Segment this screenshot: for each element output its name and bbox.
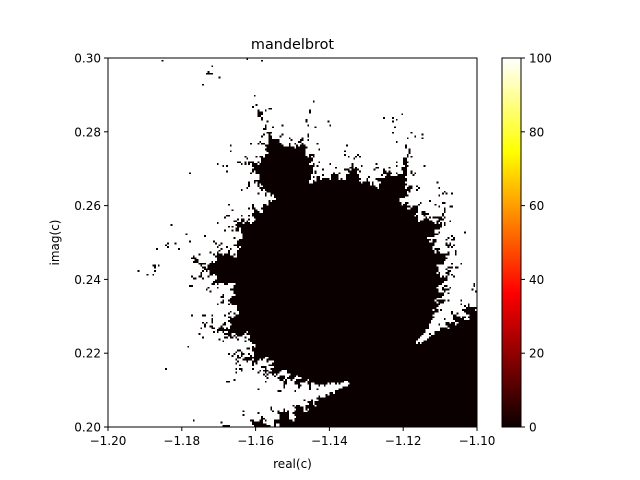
mandelbrot-heatmap [108, 58, 477, 427]
colorbar-gradient [502, 58, 521, 427]
y-tick-label: 0.24 [74, 273, 101, 287]
x-tick-label: −1.20 [90, 434, 127, 448]
colorbar-tick-label: 100 [529, 52, 552, 66]
colorbar-tick-label: 80 [529, 125, 544, 139]
colorbar: 0 20 40 60 80 100 [501, 52, 552, 435]
y-tick-label: 0.26 [74, 199, 101, 213]
chart-title: mandelbrot [251, 37, 334, 53]
y-axis-label: imag(c) [48, 220, 62, 266]
y-tick-label: 0.22 [74, 347, 101, 361]
colorbar-tick-label: 60 [529, 199, 544, 213]
colorbar-frame [501, 57, 522, 428]
heatmap-area [108, 58, 477, 427]
plot-frame [107, 57, 478, 428]
x-axis-label: real(c) [273, 457, 312, 471]
y-axis-ticks: 0.20 0.22 0.24 0.26 0.28 0.30 [74, 52, 108, 435]
y-tick-label: 0.20 [74, 421, 101, 435]
x-axis-ticks: −1.20 −1.18 −1.16 −1.14 −1.12 −1.10 [90, 427, 496, 448]
x-tick-label: −1.14 [311, 434, 348, 448]
x-tick-label: −1.16 [237, 434, 274, 448]
y-tick-label: 0.28 [74, 125, 101, 139]
colorbar-ticks: 0 20 40 60 80 100 [521, 52, 552, 435]
colorbar-tick-label: 40 [529, 273, 544, 287]
x-tick-label: −1.12 [385, 434, 422, 448]
colorbar-tick-label: 20 [529, 347, 544, 361]
y-tick-label: 0.30 [74, 52, 101, 66]
x-tick-label: −1.10 [459, 434, 496, 448]
x-tick-label: −1.18 [163, 434, 200, 448]
colorbar-tick-label: 0 [529, 421, 537, 435]
